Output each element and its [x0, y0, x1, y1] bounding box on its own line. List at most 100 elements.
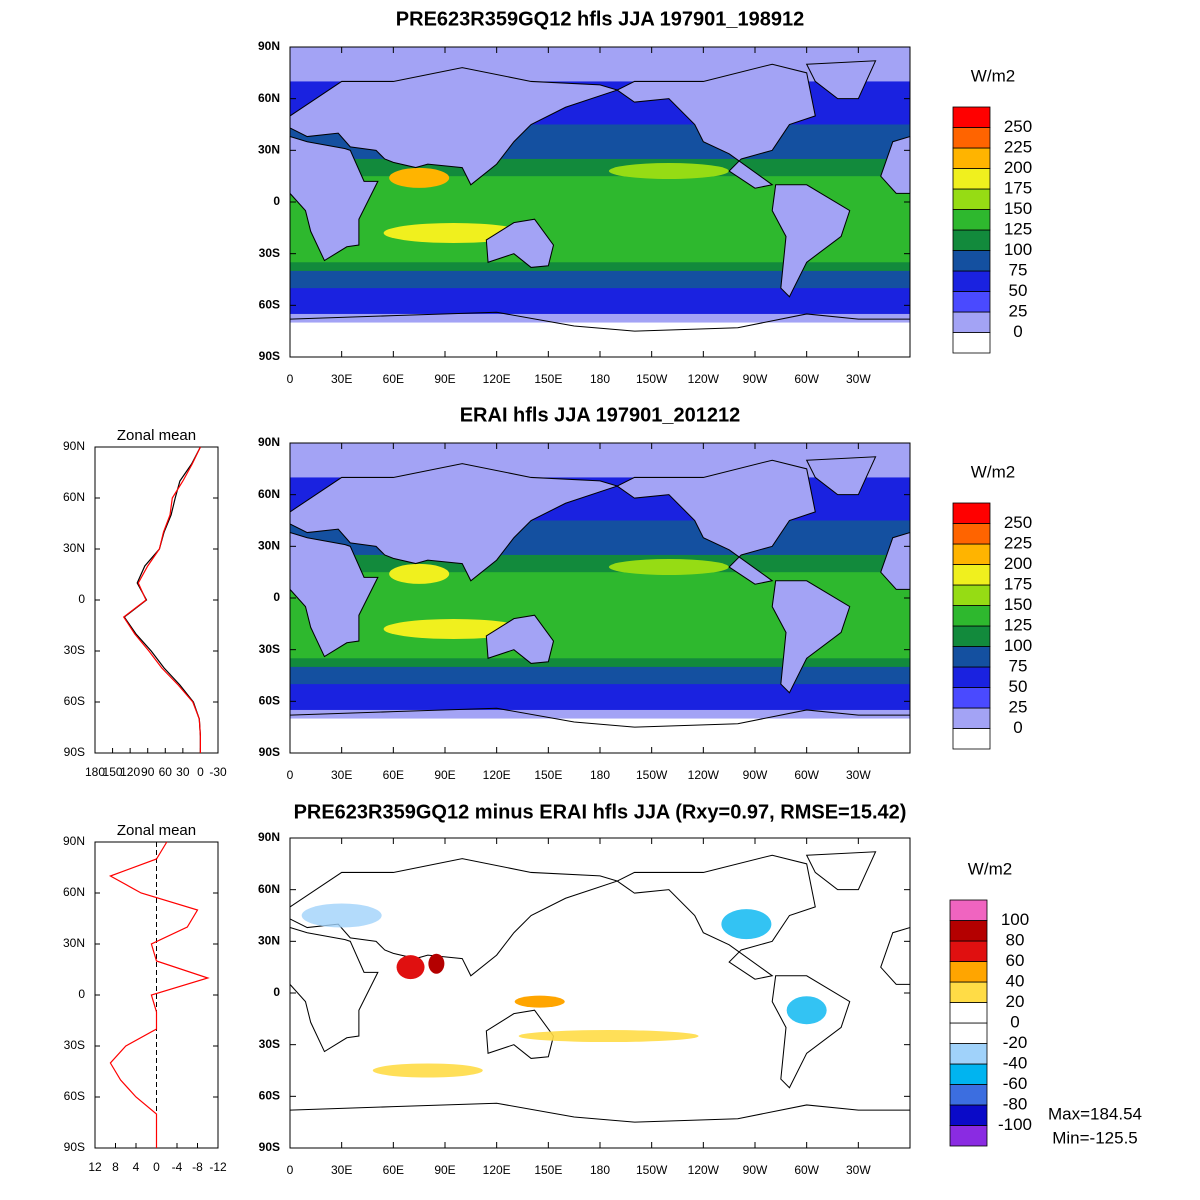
- x-tick-label: 120E: [483, 768, 511, 782]
- y-tick-label: 0: [78, 592, 85, 606]
- x-tick-label: 60E: [383, 768, 404, 782]
- colorbar-label: 80: [1006, 930, 1025, 949]
- x-tick-label: 150W: [636, 768, 668, 782]
- y-tick-label: 60N: [258, 91, 280, 105]
- y-tick-label: 30S: [64, 643, 85, 657]
- colorbar-label: 50: [1009, 281, 1028, 300]
- x-tick-label: -12: [209, 1160, 227, 1174]
- y-tick-label: 60N: [258, 487, 280, 501]
- colorbar-title: W/m2: [971, 462, 1015, 481]
- y-tick-label: 90S: [64, 745, 85, 759]
- colorbar-title: W/m2: [971, 66, 1015, 85]
- y-tick-label: 90N: [63, 834, 85, 848]
- colorbar-label: -60: [1003, 1074, 1028, 1093]
- x-tick-label: 120W: [688, 372, 720, 386]
- x-tick-label: 120: [120, 765, 140, 779]
- colorbar-box: [949, 1063, 988, 1085]
- y-tick-label: 60S: [64, 694, 85, 708]
- colorbar-box: [952, 584, 991, 606]
- colorbar-box: [952, 147, 991, 169]
- x-tick-label: 180: [590, 372, 610, 386]
- x-tick-label: 180: [590, 768, 610, 782]
- x-tick-label: 90: [141, 765, 155, 779]
- x-tick-label: 8: [112, 1160, 119, 1174]
- colorbar-label: 150: [1004, 595, 1032, 614]
- field-blob: [514, 995, 565, 1008]
- x-tick-label: 4: [133, 1160, 140, 1174]
- x-tick-label: 120W: [688, 768, 720, 782]
- map-title: PRE623R359GQ12 minus ERAI hfls JJA (Rxy=…: [294, 801, 907, 823]
- y-tick-label: 90N: [258, 830, 280, 844]
- y-tick-label: 90N: [63, 439, 85, 453]
- colorbar-label: 75: [1009, 656, 1028, 675]
- y-tick-label: 0: [78, 987, 85, 1001]
- field-blob: [518, 1030, 699, 1043]
- x-tick-label: 0: [197, 765, 204, 779]
- x-tick-label: 120E: [483, 372, 511, 386]
- x-tick-label: 120W: [688, 1163, 720, 1177]
- x-tick-label: -4: [172, 1160, 183, 1174]
- x-tick-label: 30E: [331, 1163, 352, 1177]
- x-tick-label: 180: [590, 1163, 610, 1177]
- y-tick-label: 30S: [64, 1038, 85, 1052]
- x-tick-label: 90E: [434, 1163, 455, 1177]
- colorbar-box: [952, 291, 991, 313]
- x-tick-label: -8: [192, 1160, 203, 1174]
- field-blob: [396, 955, 425, 980]
- colorbar-box: [952, 229, 991, 251]
- colorbar-label: -80: [1003, 1094, 1028, 1113]
- y-tick-label: 30N: [258, 143, 280, 157]
- y-tick-label: 90S: [259, 1140, 280, 1154]
- map-title: PRE623R359GQ12 hfls JJA 197901_198912: [396, 8, 804, 30]
- colorbar-box: [949, 1022, 988, 1044]
- colorbar-box: [949, 940, 988, 962]
- colorbar-label: 60: [1006, 951, 1025, 970]
- colorbar-box: [952, 209, 991, 231]
- colorbar-label: 75: [1009, 260, 1028, 279]
- annotation: Min=-125.5: [1052, 1128, 1138, 1147]
- field-blob: [786, 996, 827, 1025]
- map-title: ERAI hfls JJA 197901_201212: [460, 404, 741, 426]
- colorbar-label: 250: [1004, 513, 1032, 532]
- field-blob: [608, 163, 729, 179]
- x-tick-label: 150E: [534, 768, 562, 782]
- field-blob: [389, 563, 450, 584]
- x-tick-label: 90W: [743, 372, 768, 386]
- colorbar-box: [952, 543, 991, 565]
- colorbar-box: [952, 270, 991, 292]
- x-tick-label: 60E: [383, 372, 404, 386]
- x-tick-label: 30E: [331, 372, 352, 386]
- x-tick-label: 30: [176, 765, 190, 779]
- y-tick-label: 30N: [63, 936, 85, 950]
- colorbar-box: [952, 707, 991, 729]
- colorbar-label: 0: [1013, 718, 1022, 737]
- colorbar-box: [952, 332, 991, 354]
- x-tick-label: 0: [287, 1163, 294, 1177]
- map-field: [289, 443, 911, 753]
- y-tick-label: 0: [273, 985, 280, 999]
- colorbar-label: 200: [1004, 554, 1032, 573]
- colorbar-label: 20: [1006, 992, 1025, 1011]
- y-tick-label: 30N: [258, 934, 280, 948]
- field-blob: [372, 1063, 483, 1078]
- colorbar-label: 0: [1010, 1012, 1019, 1031]
- zonal-line: [123, 446, 201, 753]
- colorbar-label: 100: [1001, 910, 1029, 929]
- y-tick-label: 60N: [63, 490, 85, 504]
- y-tick-label: 0: [273, 590, 280, 604]
- colorbar-label: 100: [1004, 636, 1032, 655]
- colorbar-box: [949, 899, 988, 921]
- colorbar-box: [952, 625, 991, 647]
- colorbar-label: 200: [1004, 158, 1032, 177]
- y-tick-label: 60S: [259, 694, 280, 708]
- colorbar-box: [952, 502, 991, 524]
- x-tick-label: 120E: [483, 1163, 511, 1177]
- colorbar-title: W/m2: [968, 859, 1012, 878]
- map-field: [289, 838, 911, 1148]
- colorbar-label: 100: [1004, 240, 1032, 259]
- colorbar-box: [949, 920, 988, 942]
- colorbar-label: 225: [1004, 137, 1032, 156]
- x-tick-label: 0: [153, 1160, 160, 1174]
